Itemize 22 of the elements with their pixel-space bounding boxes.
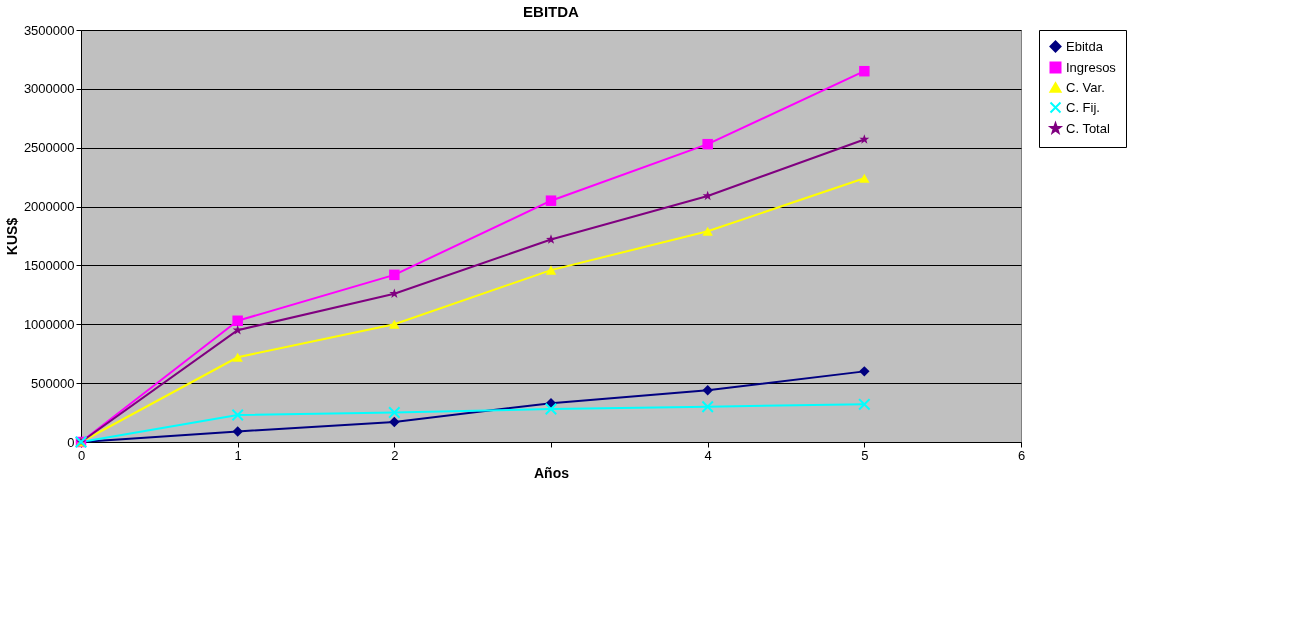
legend-label: C. Total	[1066, 120, 1110, 136]
legend-label: C. Fij.	[1066, 99, 1100, 115]
y-tick-label: 0	[67, 434, 75, 450]
x-tick-label: 0	[77, 447, 86, 463]
legend-label: C. Var.	[1066, 79, 1105, 95]
y-axis-title: KUS$	[3, 217, 20, 256]
y-tick-label: 3500000	[23, 22, 75, 38]
y-tick-label: 1500000	[23, 257, 75, 273]
x-tick-label: 4	[704, 447, 712, 463]
chart-title: EBITDA	[523, 3, 580, 20]
x-axis-title: Años	[534, 464, 570, 481]
y-tick-label: 500000	[31, 375, 75, 391]
legend-label: Ingresos	[1066, 59, 1117, 75]
legend-label: Ebitda	[1066, 38, 1104, 54]
x-tick-label: 2	[391, 447, 399, 463]
y-tick-label: 2000000	[23, 199, 75, 215]
x-tick-label: 6	[1017, 447, 1026, 463]
y-tick-label: 1000000	[23, 316, 75, 332]
x-tick-label: 1	[234, 447, 242, 463]
y-tick-label: 2500000	[23, 140, 75, 156]
y-tick-label: 3000000	[23, 81, 75, 97]
x-tick-label: 5	[861, 447, 869, 463]
